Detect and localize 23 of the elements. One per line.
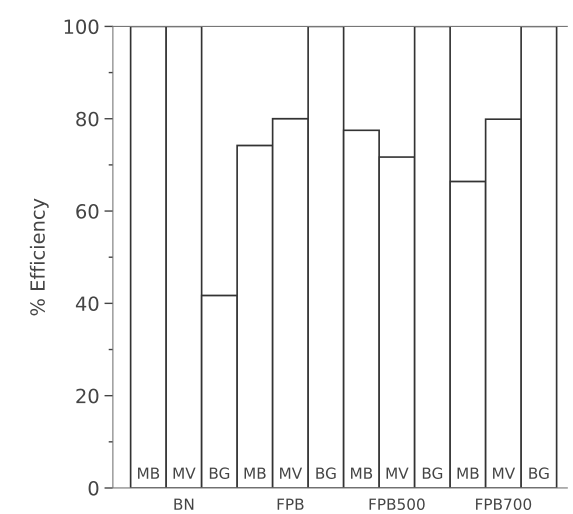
x-tick-label: BG — [210, 467, 230, 479]
text: BN — [174, 498, 194, 510]
x-tick-label: BG — [422, 467, 442, 479]
x-tick-label: MB — [351, 468, 372, 479]
text: FPB500 — [370, 498, 425, 510]
x-tick-label: MB — [458, 468, 479, 479]
y-tick-label: 80 — [76, 112, 98, 126]
x-tick-label: MV — [493, 468, 516, 479]
y-axis-title: % Efficiency — [30, 198, 49, 316]
x-tick-label: MB — [138, 468, 160, 479]
x-tick-label: MV — [280, 468, 302, 479]
x-tick-label: MV — [174, 468, 196, 479]
y-tick-label: 100 — [64, 19, 98, 34]
y-tick-label: 60 — [76, 204, 98, 219]
x-tick-label: BG — [316, 467, 336, 479]
x-tick-label: MB — [244, 468, 266, 479]
x-tick-label: BG — [529, 467, 549, 479]
y-tick-label: 20 — [76, 388, 98, 404]
x-tick-label: MV — [386, 468, 409, 479]
text: FPB700 — [476, 498, 532, 510]
y-tick-label: 40 — [76, 296, 98, 312]
text: FPB — [278, 498, 304, 510]
y-tick-label: 0 — [88, 480, 98, 496]
